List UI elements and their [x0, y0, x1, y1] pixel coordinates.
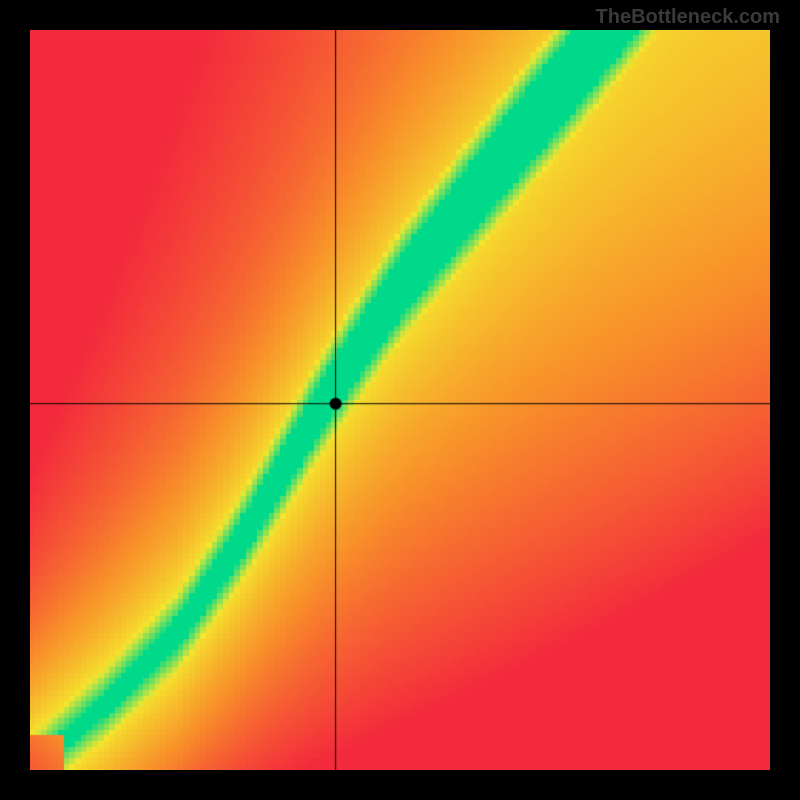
watermark-text: TheBottleneck.com — [596, 6, 780, 29]
heatmap-canvas — [30, 30, 770, 770]
heatmap-plot — [30, 30, 770, 770]
chart-container: TheBottleneck.com — [0, 0, 800, 800]
